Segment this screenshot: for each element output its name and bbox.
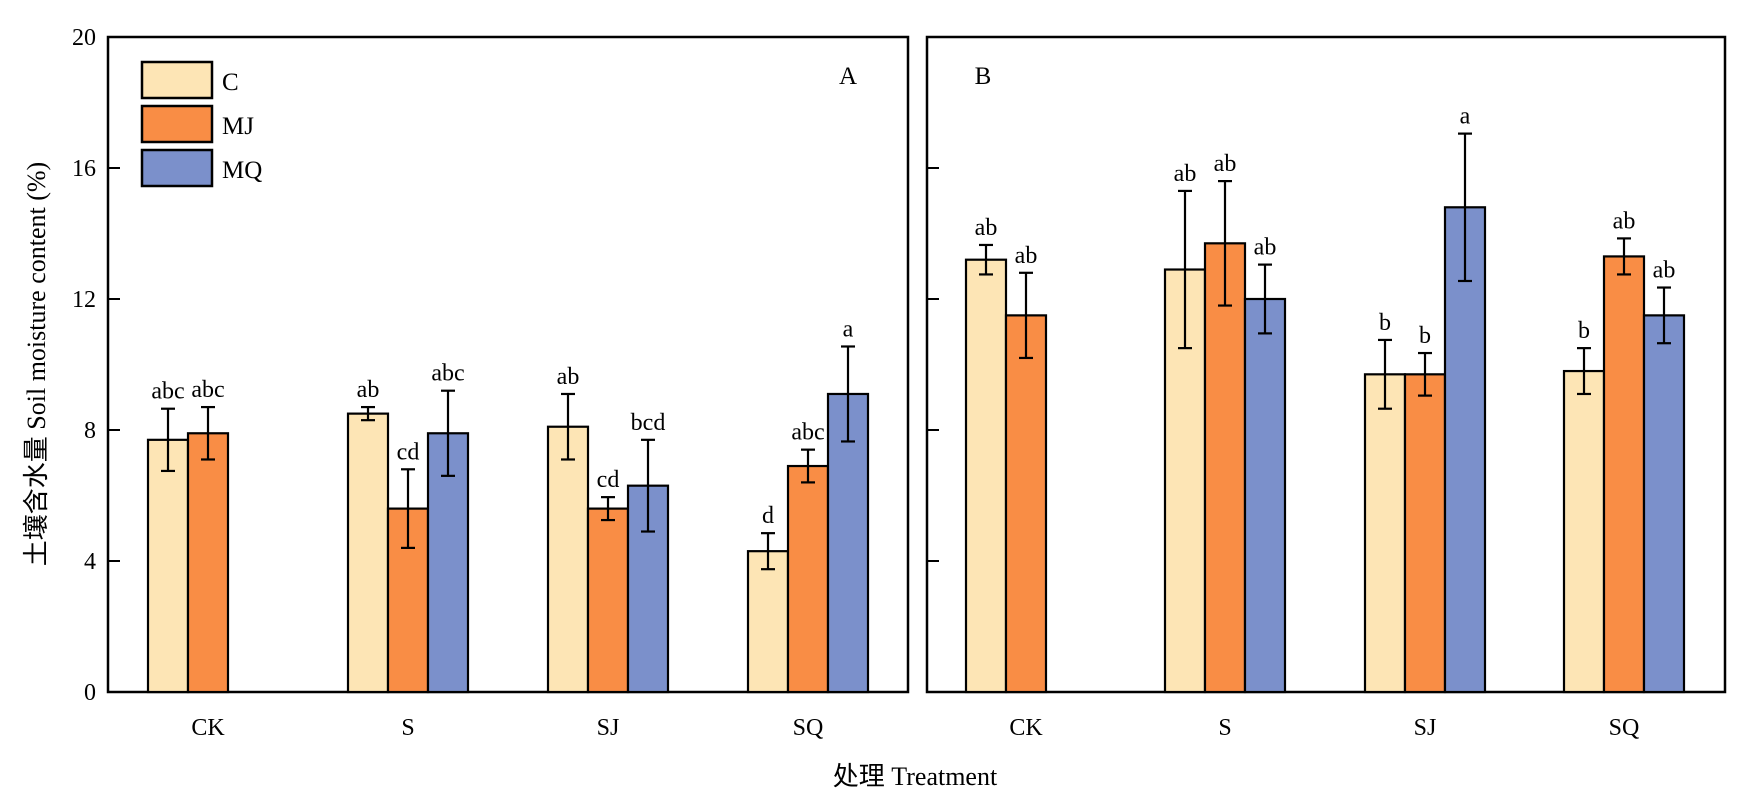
x-axis-title: 处理 Treatment — [833, 762, 998, 791]
x-tick-label: SQ — [1609, 715, 1640, 741]
significance-label: a — [843, 316, 854, 342]
y-tick-label: 0 — [84, 680, 96, 706]
significance-label: ab — [1613, 208, 1636, 234]
legend-label-mq: MQ — [222, 157, 262, 184]
legend-swatch-mq — [140, 148, 214, 188]
significance-label: ab — [1653, 258, 1676, 284]
bar — [1004, 314, 1048, 694]
legend-swatch-c — [140, 60, 214, 100]
bar — [146, 438, 190, 694]
significance-label: ab — [1015, 243, 1038, 269]
y-tick-label: 20 — [72, 25, 96, 51]
bar — [1243, 297, 1287, 694]
significance-label: b — [1578, 318, 1590, 344]
x-tick-label: SJ — [1414, 715, 1437, 741]
significance-label: a — [1460, 104, 1471, 130]
legend-swatch-mj — [140, 104, 214, 144]
significance-label: cd — [597, 467, 620, 493]
bar — [964, 258, 1008, 694]
bar — [1203, 242, 1247, 694]
panel-b-label: B — [975, 63, 992, 90]
y-tick-label: 4 — [84, 549, 96, 575]
significance-label: b — [1419, 323, 1431, 349]
significance-label: ab — [1254, 235, 1277, 261]
significance-label: b — [1379, 310, 1391, 336]
x-tick-label: CK — [1009, 715, 1043, 741]
significance-label: cd — [397, 439, 420, 465]
significance-label: ab — [1174, 161, 1197, 187]
bar — [186, 432, 230, 694]
y-tick-label: 16 — [72, 156, 96, 182]
axis-ticks — [108, 167, 939, 562]
y-tick-labels: 0 4 8 12 16 20 — [72, 25, 96, 706]
x-tick-label: SJ — [597, 715, 620, 741]
bar — [786, 464, 830, 694]
significance-label: abc — [791, 420, 824, 446]
x-tick-labels-a: CK S SJ SQ — [191, 715, 823, 741]
significance-label: bcd — [631, 410, 666, 436]
significance-label: d — [762, 503, 774, 529]
panel-a-label: A — [839, 63, 857, 90]
x-tick-label: S — [401, 715, 414, 741]
bar — [546, 425, 590, 694]
bar — [586, 507, 630, 694]
significance-label: abc — [151, 379, 184, 405]
significance-label: ab — [975, 215, 998, 241]
bar — [1642, 314, 1686, 694]
x-tick-label: S — [1218, 715, 1231, 741]
significance-label: ab — [557, 364, 580, 390]
legend-label-mj: MJ — [222, 113, 254, 140]
bar — [1363, 373, 1407, 694]
panel-b-frame — [925, 35, 1727, 694]
x-tick-label: CK — [191, 715, 225, 741]
y-tick-label: 8 — [84, 418, 96, 444]
panel-a-frame — [106, 35, 910, 694]
bar — [1602, 255, 1646, 694]
significance-label: ab — [357, 377, 380, 403]
bar — [1562, 369, 1606, 694]
legend: C MJ MQ — [140, 60, 262, 188]
bar — [746, 550, 790, 694]
y-axis-title: 土壤含水量 Soil moisture content (%) — [22, 162, 51, 566]
bar — [1403, 373, 1447, 694]
x-tick-label: SQ — [793, 715, 824, 741]
significance-label: abc — [191, 377, 224, 403]
significance-label: ab — [1214, 151, 1237, 177]
x-tick-labels-b: CK S SJ SQ — [1009, 715, 1639, 741]
bar — [346, 412, 390, 694]
legend-label-c: C — [222, 69, 239, 96]
y-tick-label: 12 — [72, 287, 96, 313]
significance-label: abc — [431, 361, 464, 387]
